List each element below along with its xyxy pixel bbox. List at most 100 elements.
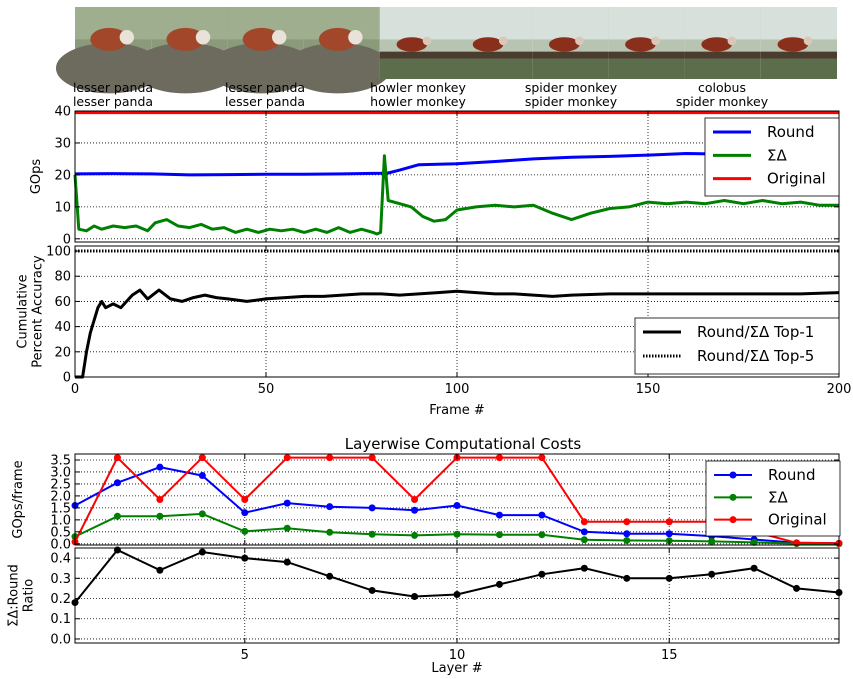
- series-point-original: [411, 496, 419, 503]
- thumbnail-sky: [608, 7, 685, 40]
- y-axis-label: Percent Accuracy: [31, 255, 46, 368]
- y-axis-label: GOps/frame: [11, 460, 26, 538]
- legend-label: Round: [768, 466, 815, 484]
- panda-head: [498, 36, 508, 46]
- x-tick-label: 0: [71, 382, 79, 397]
- series-point-sigma: [241, 527, 249, 535]
- y-tick-label: 0: [63, 371, 71, 386]
- series-point-round: [538, 511, 546, 519]
- series-line-round: [74, 152, 840, 177]
- y-tick-label: 1.0: [50, 513, 71, 528]
- series-point-sigma: [368, 530, 376, 538]
- legend-label: ΣΔ: [768, 488, 788, 506]
- series-point-ratio: [241, 554, 249, 562]
- y-tick-label: 1.5: [50, 501, 71, 516]
- series-point-original: [665, 518, 673, 526]
- branch-shape: [684, 51, 761, 59]
- series-point-round: [665, 530, 673, 538]
- x-tick-label: 100: [445, 382, 470, 397]
- panda-head: [651, 36, 660, 46]
- series-point-ratio: [198, 548, 206, 556]
- foliage: [456, 58, 533, 79]
- y-tick-label: 40: [54, 320, 71, 335]
- x-tick-label: 5: [241, 648, 249, 663]
- frame-thumbnail: [284, 7, 392, 94]
- thumbnail-sky: [684, 7, 761, 40]
- y-tick-label: 100: [46, 245, 71, 260]
- series-point-round: [623, 530, 631, 538]
- y-axis-label: GOps: [29, 159, 44, 195]
- y-tick-label: 0: [63, 232, 71, 247]
- series-point-original: [495, 454, 503, 462]
- thumbnail-sky: [760, 7, 837, 40]
- legend-label: Original: [767, 170, 826, 188]
- series-point-sigma: [495, 531, 503, 539]
- ratio-panel: 0.0 0.1 0.2 0.3 0.4 5 10 15 Layer # ΣΔ:Round Ratio: [7, 546, 843, 676]
- thumbnail-sky: [379, 7, 456, 40]
- panda-body: [90, 27, 129, 51]
- y-tick-label: 0.5: [50, 525, 71, 540]
- series-point-original: [156, 496, 164, 503]
- y-axis-label: Cumulative: [16, 274, 31, 348]
- series-point-round: [326, 503, 334, 511]
- thumbnail-sky: [456, 7, 533, 40]
- series-point-sigma: [580, 536, 588, 544]
- x-tick-label: 15: [661, 648, 678, 663]
- y-tick-label: 0.3: [50, 572, 71, 587]
- series-point-original: [241, 496, 249, 503]
- series-point-ratio: [623, 574, 631, 582]
- frame-label-bottom: lesser panda: [225, 94, 305, 109]
- series-point-ratio: [495, 580, 503, 588]
- frame-thumbnail: [684, 7, 761, 79]
- frame-label-bottom: howler monkey: [370, 94, 466, 109]
- branch-shape: [608, 51, 685, 59]
- panda-head: [727, 36, 737, 46]
- series-point-ratio: [665, 574, 673, 582]
- series-point-ratio: [580, 564, 588, 572]
- y-tick-label: 20: [54, 168, 71, 183]
- legend-box: [634, 317, 840, 375]
- legend-label: ΣΔ: [767, 146, 787, 164]
- y-tick-label: 3.0: [50, 465, 71, 480]
- panda-body: [701, 37, 732, 52]
- foliage: [379, 58, 456, 79]
- frame-thumbnail: [55, 7, 163, 94]
- series-point-ratio: [326, 572, 334, 580]
- series-point-ratio: [708, 570, 716, 578]
- legend-label: Round: [767, 123, 814, 141]
- y-tick-label: 0.4: [50, 552, 71, 567]
- series-point-sigma: [708, 537, 716, 545]
- legend: Round ΣΔ Original: [705, 460, 841, 537]
- panda-body: [625, 37, 656, 52]
- panda-body: [396, 37, 428, 52]
- panda-body: [548, 37, 580, 52]
- series-point-round: [113, 479, 121, 487]
- series-point-round: [156, 463, 164, 471]
- series-point-original: [538, 454, 546, 462]
- legend: Round ΣΔ Original: [704, 117, 840, 197]
- frame-thumbnail: [608, 7, 685, 79]
- y-axis-label: ΣΔ:Round: [7, 564, 22, 627]
- panda-head: [272, 30, 287, 45]
- legend-label: Round/ΣΔ Top-1: [697, 323, 814, 341]
- series-point-round: [241, 509, 249, 517]
- series-point-sigma: [453, 530, 461, 538]
- series-point-round: [198, 472, 206, 480]
- series-point-sigma: [750, 538, 758, 546]
- legend-marker: [729, 471, 737, 479]
- series-point-round: [368, 504, 376, 512]
- frame-label-bottom: spider monkey: [525, 94, 618, 109]
- y-tick-label: 80: [54, 270, 71, 285]
- foliage: [684, 58, 761, 79]
- series-point-round: [411, 506, 419, 514]
- branch-shape: [284, 42, 392, 94]
- frame-label-top: lesser panda: [73, 80, 153, 95]
- legend-box: [705, 460, 841, 537]
- series-point-sigma: [411, 531, 419, 539]
- series-point-original: [326, 454, 334, 462]
- series-point-original: [283, 454, 291, 462]
- x-tick-label: 10: [449, 648, 466, 663]
- series-point-sigma: [113, 512, 121, 520]
